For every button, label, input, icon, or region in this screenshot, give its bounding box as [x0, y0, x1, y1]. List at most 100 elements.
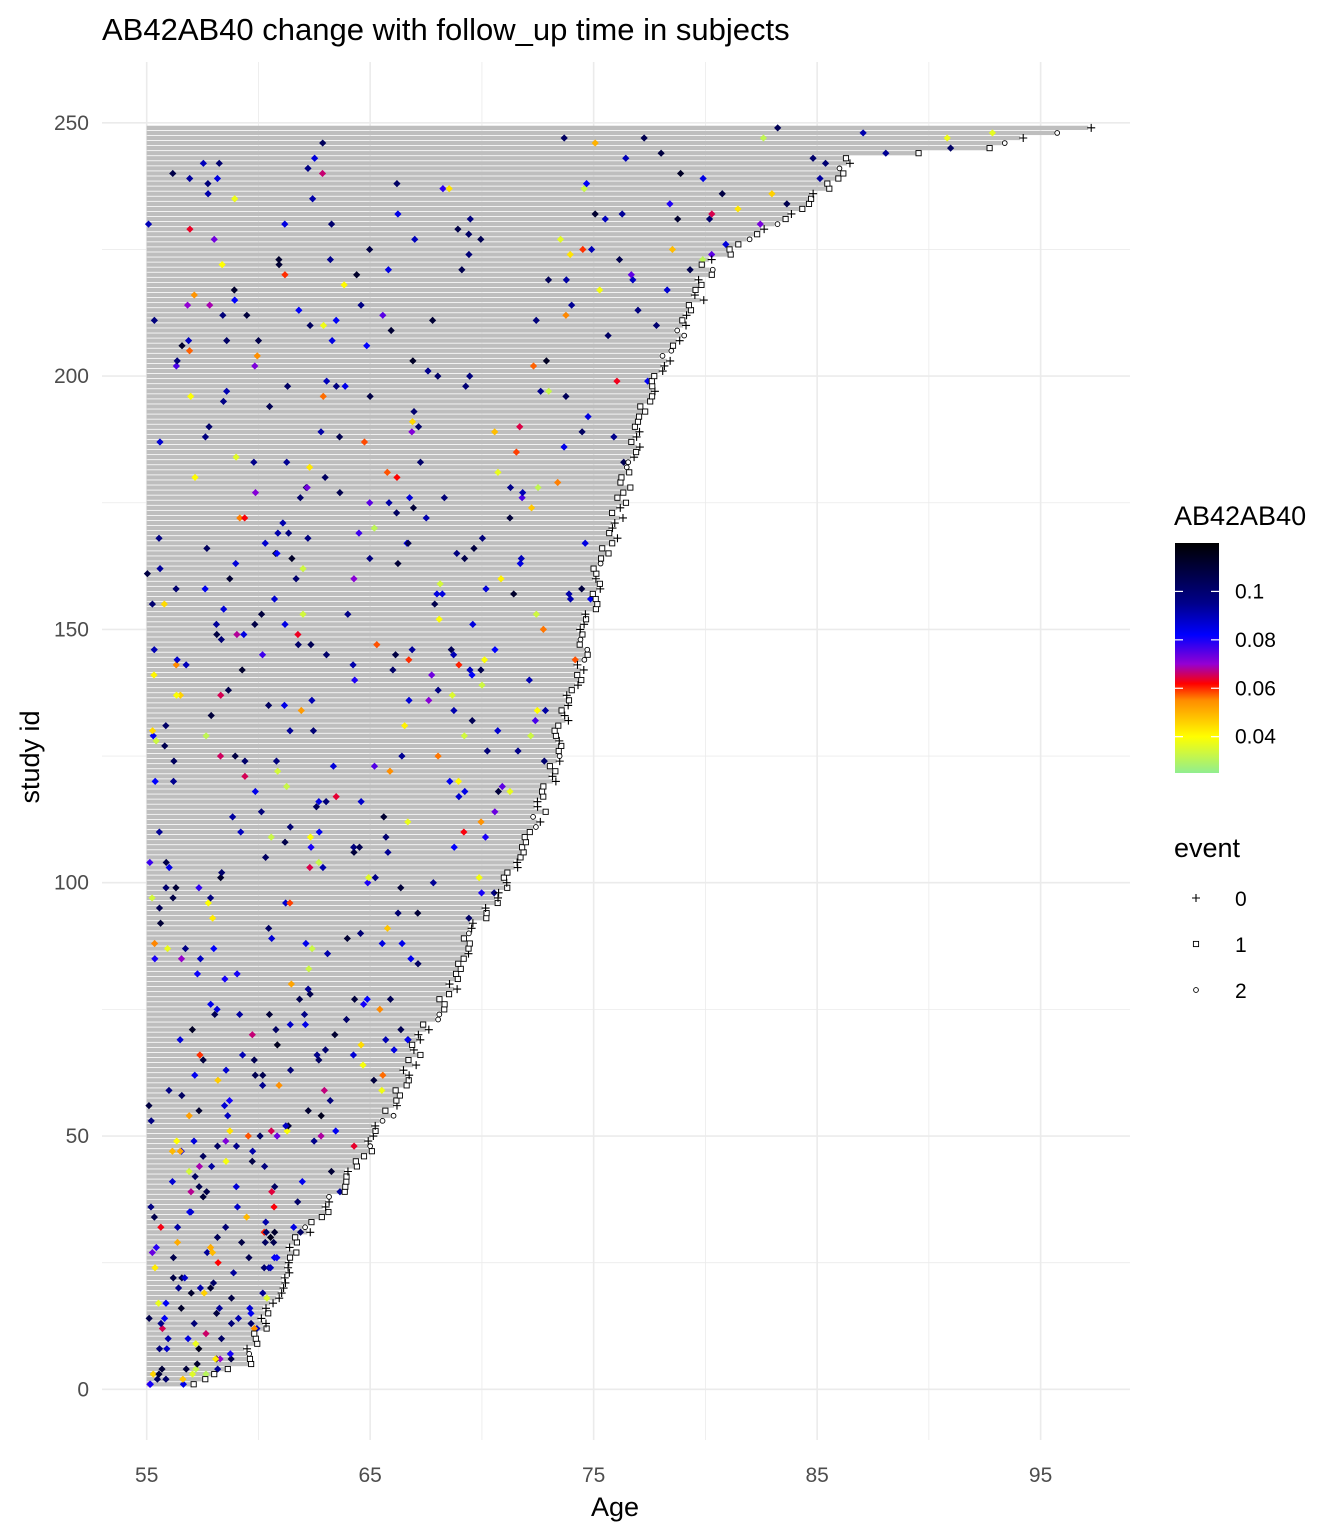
- ab42ab40-point: [387, 326, 395, 335]
- event-legend-label: 0: [1235, 888, 1247, 911]
- ab42ab40-point: [445, 185, 453, 193]
- ab42ab40-point: [281, 838, 289, 846]
- follow-up-bar: [146, 343, 671, 348]
- ab42ab40-point: [251, 489, 260, 497]
- follow-up-bar: [146, 728, 552, 733]
- ab42ab40-point: [620, 458, 628, 466]
- follow-up-bar: [146, 292, 692, 298]
- ab42ab40-point: [351, 676, 359, 684]
- follow-up-bar: [146, 946, 466, 951]
- ab42ab40-point: [434, 686, 442, 694]
- ab42ab40-point: [455, 661, 463, 669]
- event-marker-plus: [573, 660, 582, 669]
- x-tick-label: 75: [582, 1464, 605, 1487]
- follow-up-bar: [146, 282, 699, 288]
- follow-up-bar: [146, 135, 1021, 141]
- event-marker-square: [633, 449, 640, 456]
- ab42ab40-point: [610, 433, 618, 441]
- event-marker-square: [454, 975, 461, 983]
- event-marker-square: [589, 590, 596, 597]
- follow-up-bar: [146, 551, 606, 556]
- ab42ab40-point: [162, 1299, 170, 1307]
- follow-up-bar: [146, 1290, 279, 1296]
- ab42ab40-point: [259, 1071, 267, 1079]
- event-marker-square: [649, 383, 656, 390]
- follow-up-bar: [146, 186, 827, 191]
- event-marker-square: [254, 1340, 261, 1347]
- ab42ab40-point: [267, 1127, 275, 1135]
- ab42ab40-point: [237, 828, 245, 836]
- ab42ab40-point: [306, 990, 314, 998]
- event-marker-circle: [533, 824, 539, 830]
- ab42ab40-point: [169, 169, 177, 178]
- ab42ab40-point: [263, 1294, 271, 1302]
- event-marker-circle: [302, 1224, 308, 1231]
- ab42ab40-point: [519, 489, 527, 497]
- ab42ab40-point: [179, 1375, 187, 1383]
- legend-circle-icon: [1193, 987, 1199, 993]
- ab42ab40-point: [297, 706, 305, 715]
- ab42ab40-point: [376, 1005, 384, 1013]
- event-marker-square: [592, 595, 599, 603]
- follow-up-bar: [146, 434, 634, 440]
- event-marker-circle: [246, 1351, 253, 1357]
- follow-up-bar: [146, 262, 699, 267]
- ab42ab40-point: [214, 1259, 222, 1267]
- follow-up-bar: [146, 536, 615, 541]
- follow-up-bar: [146, 1098, 394, 1103]
- event-marker-plus: [424, 1025, 433, 1034]
- ab42ab40-point: [615, 255, 624, 264]
- ab42ab40-point: [349, 1051, 358, 1059]
- ab42ab40-point: [173, 1137, 181, 1145]
- event-marker-square: [396, 1092, 403, 1099]
- event-marker-circle: [466, 930, 472, 937]
- event-marker-square: [382, 1107, 389, 1114]
- ab42ab40-point: [571, 656, 579, 664]
- event-marker-plus: [682, 311, 691, 320]
- event-marker-plus: [536, 817, 545, 826]
- ab42ab40-point: [408, 418, 417, 426]
- ab42ab40-point: [286, 727, 294, 735]
- event-marker-plus: [682, 321, 691, 330]
- ab42ab40-point: [267, 833, 275, 841]
- colorbar-label: 0.08: [1235, 629, 1276, 652]
- ab42ab40-point: [158, 1365, 166, 1373]
- ab42ab40-point: [280, 701, 289, 710]
- follow-up-bar: [146, 1154, 362, 1159]
- color-legend-title: AB42AB40: [1174, 501, 1306, 531]
- event-marker-plus: [560, 711, 569, 720]
- ab42ab40-point: [506, 514, 514, 522]
- event-marker-circle: [577, 636, 584, 643]
- follow-up-bar: [146, 201, 806, 206]
- ab42ab40-point: [470, 544, 478, 552]
- ab42ab40-point: [311, 154, 319, 162]
- event-marker-square: [579, 631, 586, 638]
- event-marker-square: [293, 1249, 300, 1256]
- event-marker-plus: [658, 367, 667, 376]
- follow-up-bar: [146, 733, 553, 738]
- ab42ab40-point: [176, 1036, 184, 1044]
- ab42ab40-point: [213, 174, 222, 183]
- follow-up-bar: [146, 125, 1089, 130]
- ab42ab40-point: [261, 1162, 269, 1171]
- ab42ab40-point: [560, 443, 568, 451]
- follow-up-bar: [146, 1088, 393, 1093]
- ab42ab40-point: [211, 1010, 219, 1019]
- ab42ab40-point: [162, 884, 170, 892]
- ab42ab40-point: [222, 1066, 230, 1074]
- ab42ab40-point: [184, 1335, 192, 1343]
- event-marker-square: [325, 1208, 332, 1216]
- ab42ab40-point: [251, 1071, 259, 1079]
- event-marker-plus: [453, 985, 462, 994]
- ab42ab40-point: [202, 1370, 210, 1378]
- follow-up-bar: [146, 1002, 442, 1007]
- event-marker-square: [455, 960, 462, 967]
- event-marker-square: [368, 1148, 375, 1155]
- follow-up-bar: [146, 247, 727, 252]
- follow-up-bar: [146, 1138, 366, 1144]
- ab42ab40-point: [425, 696, 433, 704]
- event-marker-square: [599, 545, 606, 552]
- follow-up-bar: [146, 1351, 247, 1357]
- ab42ab40-point: [281, 220, 289, 228]
- event-marker-square: [628, 438, 635, 446]
